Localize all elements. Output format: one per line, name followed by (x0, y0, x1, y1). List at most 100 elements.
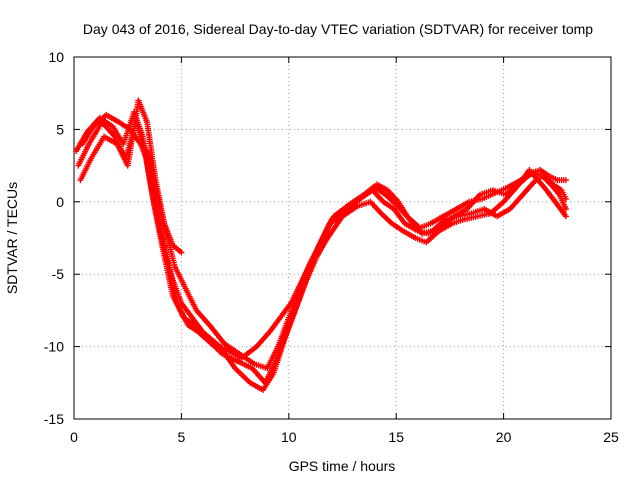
data-point (470, 212, 473, 215)
series-markers (79, 111, 569, 362)
data-point (476, 215, 480, 218)
x-tick-label: 0 (70, 429, 78, 445)
data-point (379, 212, 383, 215)
data-point (502, 200, 505, 203)
data-point (240, 356, 243, 360)
data-point (560, 189, 563, 192)
data-point (145, 120, 149, 124)
data-point (543, 174, 546, 177)
plot-frame (73, 56, 612, 420)
data-point (126, 164, 129, 167)
data-point (287, 316, 290, 319)
data-point (279, 316, 282, 319)
data-point (465, 207, 469, 211)
data-point (369, 200, 372, 203)
data-point (266, 367, 269, 370)
grid-lines (74, 57, 611, 419)
data-point (450, 222, 454, 225)
data-point (414, 236, 417, 240)
data-point (225, 348, 228, 351)
data-point (102, 135, 106, 138)
data-point (564, 197, 568, 201)
x-axis-label: GPS time / hours (289, 458, 396, 474)
y-tick-label: 0 (56, 194, 64, 210)
data-point (289, 301, 293, 305)
data-point (221, 352, 224, 356)
data-point (538, 168, 542, 172)
data-point (397, 200, 400, 203)
data-point (272, 371, 275, 374)
data-point (392, 207, 396, 211)
data-point (332, 215, 336, 218)
data-point (390, 222, 394, 225)
data-point (74, 149, 78, 153)
y-tick-label: -15 (44, 411, 64, 427)
data-point (521, 193, 525, 196)
data-point (79, 178, 82, 182)
data-point (401, 229, 404, 232)
data-point (268, 330, 271, 334)
data-point (463, 217, 467, 221)
data-point (532, 171, 535, 175)
x-tick-label: 5 (178, 429, 186, 445)
data-point (210, 342, 213, 345)
data-point (431, 229, 434, 232)
data-point (276, 345, 280, 348)
data-point (455, 207, 458, 211)
data-point (173, 265, 177, 269)
series-group (73, 97, 569, 393)
data-point (495, 215, 499, 218)
data-point (87, 142, 91, 146)
data-point (208, 323, 211, 327)
data-point (420, 232, 424, 235)
series-trace-5 (144, 148, 185, 256)
data-point (564, 215, 568, 218)
data-point (545, 189, 548, 192)
data-point (195, 309, 198, 312)
data-point (483, 207, 486, 211)
x-tick-label: 25 (603, 429, 619, 445)
data-point (111, 125, 114, 128)
data-point (440, 226, 443, 230)
y-tick-label: 10 (48, 49, 64, 65)
data-point (122, 142, 125, 146)
data-point (326, 236, 329, 240)
data-point (425, 241, 428, 244)
data-point (274, 359, 278, 363)
data-point (442, 215, 445, 218)
data-point (92, 125, 95, 128)
chart-title: Day 043 of 2016, Sidereal Day-to-day VTE… (83, 21, 593, 37)
data-point (493, 191, 497, 195)
data-point (251, 367, 254, 370)
data-point (347, 203, 351, 206)
data-point (519, 178, 522, 182)
data-point (197, 330, 200, 334)
data-point (375, 183, 379, 186)
data-point (528, 168, 531, 172)
data-point (556, 178, 559, 182)
data-point (223, 342, 226, 345)
data-point (300, 280, 303, 283)
data-point (105, 113, 108, 117)
data-point (480, 197, 484, 201)
data-point (261, 388, 265, 392)
data-point (236, 359, 239, 363)
data-point (263, 381, 267, 384)
data-point (171, 244, 175, 247)
data-point (558, 193, 561, 196)
data-point (190, 316, 194, 319)
data-point (321, 236, 325, 240)
data-point (180, 301, 183, 305)
x-tick-label: 10 (281, 429, 297, 445)
data-point (253, 362, 256, 366)
data-point (386, 189, 389, 192)
y-axis-label: SDTVAR / TECUs (4, 182, 20, 294)
data-point (384, 193, 387, 196)
data-point (407, 217, 411, 221)
data-point (504, 193, 507, 196)
data-point (362, 193, 366, 196)
data-point (508, 207, 512, 211)
data-point (255, 345, 258, 348)
data-point (128, 128, 132, 131)
